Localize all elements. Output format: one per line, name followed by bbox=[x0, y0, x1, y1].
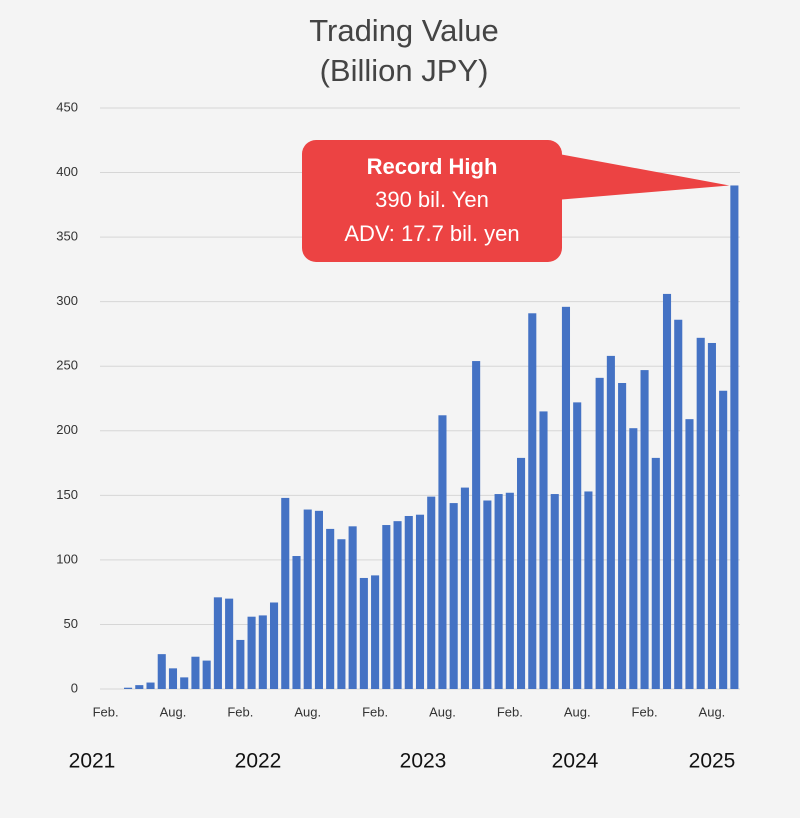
year-label: 2021 bbox=[69, 750, 116, 773]
x-tick-label: Feb. bbox=[227, 704, 253, 719]
x-tick-label: Feb. bbox=[497, 704, 523, 719]
bar bbox=[236, 639, 245, 689]
y-tick-label: 450 bbox=[56, 99, 78, 114]
x-tick-label: Aug. bbox=[564, 704, 591, 719]
bar bbox=[326, 528, 335, 689]
year-label: 2024 bbox=[552, 750, 599, 773]
bar bbox=[337, 539, 346, 689]
bar bbox=[573, 402, 582, 689]
year-label: 2022 bbox=[235, 750, 282, 773]
bar bbox=[606, 355, 615, 689]
y-tick-label: 150 bbox=[56, 487, 78, 502]
bar bbox=[303, 509, 312, 689]
bar bbox=[191, 656, 200, 689]
bar bbox=[696, 337, 705, 689]
callout-box bbox=[302, 140, 562, 262]
bar bbox=[225, 598, 234, 689]
y-tick-label: 0 bbox=[71, 680, 78, 695]
callout-text: ADV: 17.7 bil. yen bbox=[344, 221, 519, 246]
bar bbox=[494, 494, 503, 689]
y-tick-label: 200 bbox=[56, 422, 78, 437]
bar bbox=[640, 370, 649, 689]
bar bbox=[269, 602, 279, 689]
callout-text: Record High bbox=[367, 154, 498, 179]
bar bbox=[483, 500, 492, 689]
bar bbox=[146, 682, 155, 689]
bar bbox=[584, 491, 593, 689]
bar bbox=[314, 510, 323, 689]
year-label: 2023 bbox=[400, 750, 447, 773]
bar bbox=[135, 685, 144, 689]
bar bbox=[292, 556, 301, 689]
bar bbox=[651, 457, 660, 689]
bar bbox=[404, 515, 413, 689]
bar bbox=[505, 492, 514, 689]
bar bbox=[674, 319, 683, 689]
bar bbox=[528, 313, 537, 689]
bar bbox=[730, 185, 739, 689]
bar bbox=[517, 457, 526, 689]
y-tick-label: 100 bbox=[56, 551, 78, 566]
y-tick-label: 300 bbox=[56, 293, 78, 308]
bar bbox=[438, 415, 447, 689]
chart-title: Trading Value bbox=[309, 13, 499, 48]
bar bbox=[359, 577, 368, 689]
chart-subtitle: (Billion JPY) bbox=[320, 53, 489, 88]
bar bbox=[202, 660, 211, 689]
bar bbox=[460, 487, 469, 689]
bar bbox=[382, 525, 391, 689]
x-tick-label: Aug. bbox=[294, 704, 321, 719]
x-tick-label: Feb. bbox=[93, 704, 119, 719]
x-tick-label: Aug. bbox=[699, 704, 726, 719]
bar bbox=[618, 383, 627, 689]
y-tick-label: 50 bbox=[64, 616, 78, 631]
x-tick-label: Aug. bbox=[429, 704, 456, 719]
x-tick-label: Feb. bbox=[632, 704, 658, 719]
bar bbox=[561, 306, 571, 689]
bar bbox=[550, 494, 559, 689]
bar bbox=[348, 526, 357, 689]
bar bbox=[685, 419, 694, 689]
callout-text: 390 bil. Yen bbox=[375, 187, 489, 212]
bar bbox=[180, 677, 189, 689]
bar bbox=[472, 361, 481, 689]
x-tick-label: Feb. bbox=[362, 704, 388, 719]
bar bbox=[427, 496, 436, 689]
y-tick-label: 250 bbox=[56, 358, 78, 373]
x-tick-label: Aug. bbox=[160, 704, 187, 719]
bar bbox=[213, 597, 222, 689]
bar bbox=[539, 411, 548, 689]
bar bbox=[281, 497, 290, 689]
year-label: 2025 bbox=[689, 750, 736, 773]
bar bbox=[415, 514, 425, 689]
bar bbox=[247, 616, 256, 689]
bar bbox=[719, 390, 728, 689]
bar bbox=[707, 342, 716, 689]
y-tick-label: 400 bbox=[56, 164, 78, 179]
bar bbox=[629, 428, 638, 689]
bar bbox=[662, 293, 672, 689]
bar bbox=[258, 615, 267, 689]
bar bbox=[595, 377, 604, 689]
y-tick-label: 350 bbox=[56, 229, 78, 244]
bar bbox=[449, 503, 458, 689]
bar bbox=[168, 668, 178, 689]
bar bbox=[124, 687, 133, 689]
bar bbox=[371, 575, 380, 689]
callout-pointer bbox=[548, 152, 730, 200]
bar bbox=[393, 521, 402, 689]
bar bbox=[157, 654, 166, 689]
